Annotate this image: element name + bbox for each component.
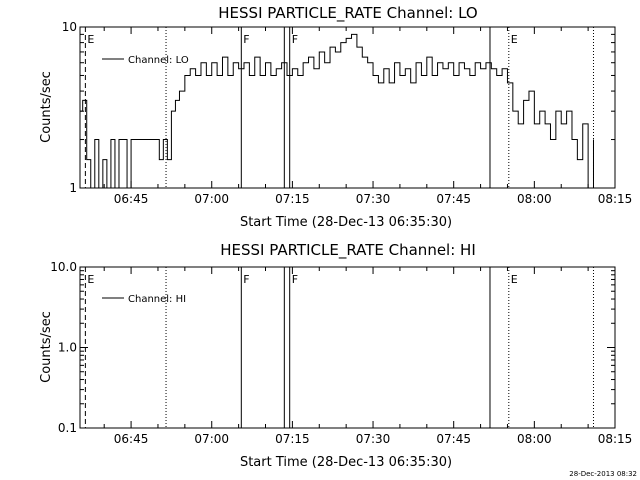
- hi-legend-label: Channel: HI: [128, 294, 186, 305]
- hi-event-marker-label: E: [511, 273, 518, 286]
- hi-x-tick-label: 06:45: [114, 432, 149, 446]
- lo-x-tick-label: 07:15: [275, 192, 310, 206]
- lo-x-axis-label: Start Time (28-Dec-13 06:35:30): [240, 215, 452, 230]
- lo-x-tick-label: 07:30: [356, 192, 391, 206]
- footer-timestamp: 28-Dec-2013 08:32: [569, 470, 637, 478]
- hi-channel-panel: HESSI PARTICLE_RATE Channel: HI Counts/s…: [39, 241, 632, 470]
- lo-x-tick-label: 07:45: [436, 192, 471, 206]
- hi-y-tick-label: 0.1: [58, 421, 77, 435]
- hi-x-tick-label: 08:00: [517, 432, 552, 446]
- lo-y-tick-label: 1: [69, 181, 77, 195]
- hi-x-tick-label: 07:00: [194, 432, 229, 446]
- lo-chart-title: HESSI PARTICLE_RATE Channel: LO: [218, 4, 477, 23]
- lo-plot-frame: [79, 26, 616, 189]
- hi-y-tick-label: 10.0: [50, 260, 77, 274]
- lo-legend-label: Channel: LO: [128, 55, 189, 66]
- hi-event-marker-label: F: [243, 273, 249, 286]
- hi-event-marker-label: F: [292, 273, 298, 286]
- hi-x-tick-label: 07:30: [356, 432, 391, 446]
- lo-y-axis-label: Counts/sec: [39, 71, 54, 143]
- lo-channel-panel: HESSI PARTICLE_RATE Channel: LO Counts/s…: [39, 4, 632, 230]
- lo-series-line: [80, 33, 594, 189]
- lo-event-marker-label: F: [292, 33, 298, 46]
- lo-x-tick-label: 06:45: [114, 192, 149, 206]
- hi-plot-frame: [79, 266, 616, 429]
- hi-y-tick-label: 1.0: [58, 341, 77, 355]
- hi-y-axis-label: Counts/sec: [39, 311, 54, 383]
- hi-event-marker-label: E: [87, 273, 94, 286]
- hi-x-tick-label: 08:15: [598, 432, 633, 446]
- hi-chart-title: HESSI PARTICLE_RATE Channel: HI: [220, 241, 476, 260]
- lo-event-marker-label: E: [87, 33, 94, 46]
- lo-event-marker-label: E: [511, 33, 518, 46]
- hi-x-axis-label: Start Time (28-Dec-13 06:35:30): [240, 455, 452, 470]
- lo-event-marker-label: F: [243, 33, 249, 46]
- hi-x-tick-label: 07:15: [275, 432, 310, 446]
- lo-x-tick-label: 07:00: [194, 192, 229, 206]
- lo-x-tick-label: 08:00: [517, 192, 552, 206]
- lo-x-tick-label: 08:15: [598, 192, 633, 206]
- lo-y-tick-label: 10: [62, 20, 77, 34]
- hi-x-tick-label: 07:45: [436, 432, 471, 446]
